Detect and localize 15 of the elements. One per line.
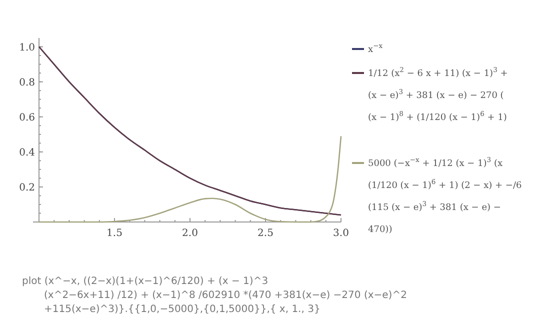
y-tick-label: 0.4 (19, 147, 35, 158)
x-tick-label: 1.5 (106, 228, 122, 239)
y-tick-label: 0.8 (19, 77, 35, 88)
y-tick-label: 1.0 (19, 42, 35, 54)
text: 5000 (−x$^{−x}$ + 1/12 (x − 1)$^{3}$ (x (1/120 (x − 1)$^{6}$ + 1) (2 − x) + −/6 (115 (x − e)$^{3}$ + 381 (x − e) − 470)) (368, 156, 522, 235)
x-tick-label: 2.0 (182, 228, 198, 239)
text: (x^2−6x+11) /12) + (x−1)^8 /602910 *(470 +381(x−e) −270 (x−e)^2 (44, 290, 407, 301)
x-tick-label: 3.0 (333, 228, 349, 239)
y-tick-label: 0.2 (19, 182, 35, 194)
legend-label: x$^{−x}$ (368, 42, 383, 55)
text: 1/12 (x$^{2}$ − 6 x + 11) (x − 1)$^{3}$ + (x − e)$^{3}$ + 381 (x − e) − 270 ( (x − 1)$^{8}$ + (1/120 (x − 1)$^{6}$ + 1) (368, 66, 508, 123)
y-tick-label: 0.6 (19, 112, 35, 124)
text: plot (x^−x, ((2−x)(1+(x−1)^6/120) + (x − 1)^3 (22, 276, 268, 287)
x-tick-label: 2.5 (258, 228, 274, 239)
text: +115(x−e)^3)}.{{1,0,−5000},{0,1,5000}},{ x, 1., 3} (44, 304, 320, 315)
